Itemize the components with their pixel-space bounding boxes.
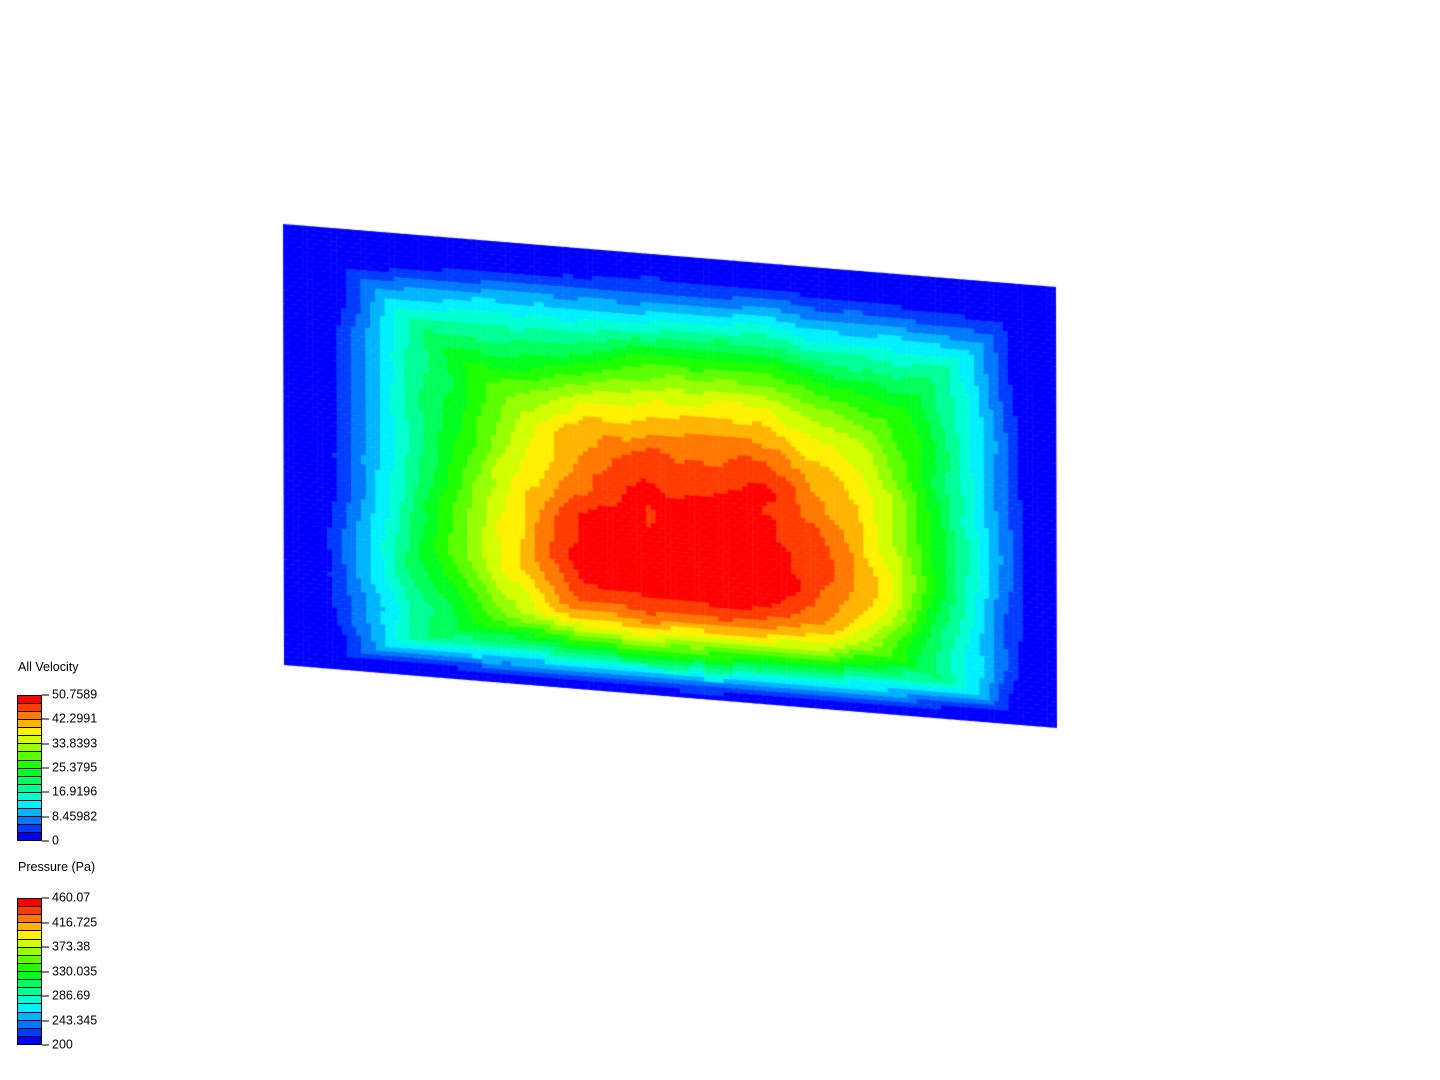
colorbar-segment <box>18 696 41 704</box>
colorbar-tick-label: 25.3795 <box>52 760 98 775</box>
colorbar-segment <box>18 815 41 824</box>
colorbar-segment <box>18 824 41 833</box>
colorbar-segment <box>18 906 41 915</box>
colorbar-segment <box>18 914 41 923</box>
colorbar-tick-label: 460.07 <box>52 890 91 905</box>
colorbar-segment <box>18 1027 41 1036</box>
pressure-legend-title: Pressure (Pa) <box>18 860 96 874</box>
colorbar-segment <box>18 759 41 768</box>
colorbar-segment <box>18 946 41 955</box>
colorbar-tick-mark <box>42 840 49 842</box>
colorbar-tick-label: 416.725 <box>52 915 98 929</box>
colorbar-segment <box>18 970 41 980</box>
velocity-legend: All Velocity 50.7589 42.2991 33.8393 25.379… <box>17 660 167 860</box>
colorbar-tick-mark <box>42 995 49 997</box>
pressure-legend: Pressure (Pa) 460.07 416.725 373.38 330.035… <box>17 860 167 1060</box>
colorbar-segment <box>18 735 41 744</box>
colorbar-segment <box>18 987 41 996</box>
colorbar-segment <box>18 938 41 947</box>
colorbar-segment <box>18 979 41 988</box>
colorbar-segment <box>18 719 41 728</box>
colorbar-segment <box>18 799 41 808</box>
colorbar-segment <box>18 930 41 939</box>
colorbar-tick-label: 286.69 <box>52 988 91 1003</box>
colorbar-tick-label: 16.9196 <box>52 784 98 799</box>
colorbar-segment <box>18 832 41 841</box>
colorbar-tick-mark <box>42 767 49 769</box>
colorbar-segment <box>18 1019 41 1028</box>
colorbar-segment <box>18 962 41 971</box>
colorbar-tick-label: 330.035 <box>52 964 98 978</box>
colorbar-tick-mark <box>42 897 49 899</box>
colorbar-segment <box>18 727 41 736</box>
velocity-colorbar <box>17 695 42 841</box>
colorbar-segment <box>18 711 41 720</box>
velocity-legend-title: All Velocity <box>18 660 79 674</box>
pressure-colorbar <box>17 898 42 1045</box>
colorbar-tick-mark <box>42 970 49 973</box>
colorbar-segment <box>18 807 41 816</box>
colorbar-tick-mark <box>42 718 49 721</box>
colorbar-tick-mark <box>42 742 49 745</box>
colorbar-tick-mark <box>42 815 49 818</box>
colorbar-segment <box>18 751 41 760</box>
colorbar-segment <box>18 1003 41 1012</box>
colorbar-tick-label: 50.7589 <box>52 687 98 702</box>
colorbar-tick-mark <box>42 791 49 794</box>
colorbar-tick-label: 0 <box>52 833 59 848</box>
colorbar-tick-mark <box>42 946 49 948</box>
colorbar-segment <box>18 767 41 776</box>
colorbar-segment <box>18 954 41 963</box>
colorbar-tick-label: 243.345 <box>52 1013 98 1027</box>
colorbar-segment <box>18 1035 41 1044</box>
colorbar-segment <box>18 743 41 752</box>
colorbar-segment <box>18 775 41 784</box>
colorbar-segment <box>18 922 41 931</box>
colorbar-segment <box>18 1011 41 1020</box>
colorbar-tick-label: 373.38 <box>52 939 91 954</box>
colorbar-segment <box>18 703 41 712</box>
colorbar-tick-mark <box>42 1019 49 1022</box>
colorbar-tick-label: 8.45982 <box>52 809 98 824</box>
colorbar-tick-label: 33.8393 <box>52 736 98 751</box>
colorbar-segment <box>18 791 41 800</box>
colorbar-tick-mark <box>42 921 49 924</box>
colorbar-tick-mark <box>42 1044 49 1046</box>
colorbar-segment <box>18 783 41 792</box>
colorbar-tick-mark <box>42 694 49 696</box>
colorbar-segment <box>18 995 41 1004</box>
colorbar-tick-label: 42.2991 <box>52 711 98 726</box>
colorbar-tick-label: 200 <box>52 1037 73 1052</box>
colorbar-segment <box>18 899 41 907</box>
